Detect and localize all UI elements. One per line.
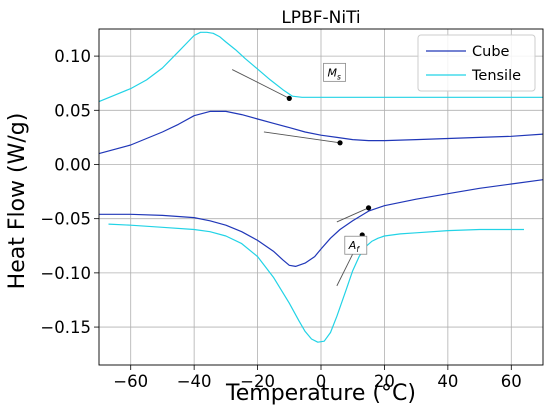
tick-labels: −60 −40 −20 0 20 40 60 −0.15 −0.10 −0.05 0.00 0.05 0… xyxy=(40,47,521,391)
annotation-af-label-box xyxy=(344,235,368,255)
chart-title: LPBF-NiTi xyxy=(281,8,360,28)
y-tick-label: 0.05 xyxy=(54,101,91,120)
x-tick-label: −40 xyxy=(177,372,212,391)
plot-frame xyxy=(98,28,544,366)
annotation-leader-line xyxy=(231,69,290,99)
annotation-point xyxy=(365,205,372,211)
x-tick-label: −60 xyxy=(113,372,148,391)
annotation-ms-label-box xyxy=(323,62,346,82)
y-tick-label: 0.10 xyxy=(54,47,91,66)
y-tick-label: −0.15 xyxy=(40,318,91,337)
y-tick-label: −0.05 xyxy=(40,210,91,229)
series-tensile-heating xyxy=(108,223,524,343)
series-cube-cooling xyxy=(98,110,544,155)
x-tick-label: −20 xyxy=(240,372,275,391)
series-tensile-cooling xyxy=(98,31,543,103)
legend-box xyxy=(417,34,536,92)
annotation-point xyxy=(337,140,343,146)
x-tick-label: 40 xyxy=(437,372,458,391)
legend: Cube Tensile xyxy=(417,34,536,92)
annotation-leader-line xyxy=(336,207,369,223)
axes-frame xyxy=(94,28,544,370)
y-tick-label: 0.00 xyxy=(54,155,91,174)
annotation-leader-line xyxy=(263,131,341,144)
annotation-point xyxy=(286,95,292,101)
x-tick-label: 20 xyxy=(374,372,395,391)
y-tick-label: −0.10 xyxy=(40,264,91,283)
y-axis-label: Heat Flow (W/g) xyxy=(5,113,30,290)
legend-label-tensile: Tensile xyxy=(471,68,521,84)
series-cube-heating xyxy=(99,179,544,267)
legend-label-cube: Cube xyxy=(472,44,510,60)
x-tick-label: 0 xyxy=(316,372,327,391)
plot-series xyxy=(98,31,544,343)
x-axis-label: Temperature (°C) xyxy=(225,381,416,406)
x-tick-label: 60 xyxy=(501,372,522,391)
